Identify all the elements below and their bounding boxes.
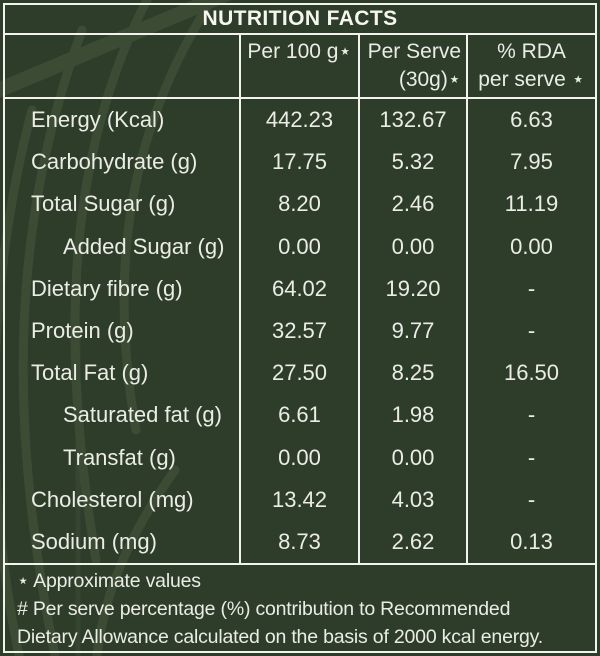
rda-percent-value: - — [466, 267, 595, 310]
header-per-serve-line1: Per Serve — [367, 40, 461, 63]
table-row-transfat: Transfat (g) 0.00 0.00 - — [5, 436, 595, 479]
nutrient-label: Transfat (g) — [63, 444, 176, 470]
table-frame: NUTRITION FACTS Per 100 g⋆ Per Serve (30… — [3, 3, 597, 653]
table-row-saturated-fat: Saturated fat (g) 6.61 1.98 - — [5, 394, 595, 437]
per-serve-value: 0.00 — [358, 436, 466, 479]
nutrient-label: Sodium (mg) — [31, 528, 157, 554]
per-serve-value: 9.77 — [358, 309, 466, 353]
footnote-approximate-values: ⋆ Approximate values — [17, 570, 201, 592]
footnote-rda-line1: # Per serve percentage (%) contribution … — [17, 598, 511, 620]
rda-percent-value: - — [466, 394, 595, 437]
per-serve-value: 5.32 — [358, 141, 466, 184]
header-per-serve-line2: (30g)⋆ — [398, 68, 461, 91]
table-row-protein: Protein (g) 32.57 9.77 - — [5, 309, 595, 353]
per-100g-value: 6.61 — [239, 394, 358, 437]
header-rda-line1: % RDA — [497, 40, 566, 63]
rda-percent-value: - — [466, 309, 595, 353]
nutrient-label: Total Fat (g) — [31, 360, 149, 386]
per-100g-value: 0.00 — [239, 225, 358, 268]
header-rda-line2: per serve ⋆ — [478, 68, 585, 91]
header-rda: % RDA per serve ⋆ — [466, 35, 595, 97]
rda-percent-value: 7.95 — [466, 141, 595, 184]
per-100g-value: 27.50 — [239, 352, 358, 395]
nutrient-label: Cholesterol (mg) — [31, 486, 194, 512]
per-serve-value: 19.20 — [358, 267, 466, 310]
header-per-serve: Per Serve (30g)⋆ — [358, 35, 466, 97]
rda-percent-value: 6.63 — [466, 99, 595, 142]
rda-percent-value: 0.00 — [466, 225, 595, 268]
per-serve-value: 132.67 — [358, 99, 466, 142]
table-row-sodium: Sodium (mg) 8.73 2.62 0.13 — [5, 520, 595, 564]
per-100g-value: 13.42 — [239, 478, 358, 521]
rda-percent-value: 11.19 — [466, 183, 595, 226]
rda-percent-value: - — [466, 478, 595, 521]
per-serve-value: 2.62 — [358, 520, 466, 564]
header-per-100g-text: Per 100 g⋆ — [247, 40, 352, 63]
nutrient-label: Dietary fibre (g) — [31, 275, 183, 301]
table-row-added-sugar: Added Sugar (g) 0.00 0.00 0.00 — [5, 225, 595, 268]
per-100g-value: 8.20 — [239, 183, 358, 226]
rda-percent-value: 0.13 — [466, 520, 595, 564]
per-100g-value: 32.57 — [239, 309, 358, 353]
nutrient-label: Saturated fat (g) — [63, 402, 222, 428]
page-title: NUTRITION FACTS — [5, 5, 595, 35]
per-100g-value: 8.73 — [239, 520, 358, 564]
per-100g-value: 0.00 — [239, 436, 358, 479]
rda-percent-value: 16.50 — [466, 352, 595, 395]
nutrient-label: Added Sugar (g) — [63, 233, 225, 259]
per-100g-value: 17.75 — [239, 141, 358, 184]
per-serve-value: 8.25 — [358, 352, 466, 395]
header-label-column — [5, 35, 239, 97]
per-serve-value: 1.98 — [358, 394, 466, 437]
nutrient-label: Carbohydrate (g) — [31, 149, 198, 175]
table-row-total-sugar: Total Sugar (g) 8.20 2.46 11.19 — [5, 183, 595, 226]
nutrient-label: Protein (g) — [31, 318, 134, 344]
per-serve-value: 4.03 — [358, 478, 466, 521]
table-row-total-fat: Total Fat (g) 27.50 8.25 16.50 — [5, 352, 595, 395]
nutrient-label: Total Sugar (g) — [31, 191, 176, 217]
per-serve-value: 0.00 — [358, 225, 466, 268]
per-100g-value: 442.23 — [239, 99, 358, 142]
rda-percent-value: - — [466, 436, 595, 479]
table-body: Energy (Kcal) 442.23 132.67 6.63 Carbohy… — [5, 99, 595, 564]
per-serve-value: 2.46 — [358, 183, 466, 226]
table-row-cholesterol: Cholesterol (mg) 13.42 4.03 - — [5, 478, 595, 521]
footnote-rda-line2: Dietary Allowance calculated on the basi… — [17, 626, 543, 648]
table-header: Per 100 g⋆ Per Serve (30g)⋆ % RDA per se… — [5, 35, 595, 99]
footnotes: ⋆ Approximate values # Per serve percent… — [5, 563, 595, 651]
header-per-100g: Per 100 g⋆ — [239, 35, 358, 97]
nutrient-label: Energy (Kcal) — [31, 107, 165, 133]
table-row-dietary-fibre: Dietary fibre (g) 64.02 19.20 - — [5, 267, 595, 310]
table-row-carbohydrate: Carbohydrate (g) 17.75 5.32 7.95 — [5, 141, 595, 184]
per-100g-value: 64.02 — [239, 267, 358, 310]
table-row-energy: Energy (Kcal) 442.23 132.67 6.63 — [5, 99, 595, 142]
